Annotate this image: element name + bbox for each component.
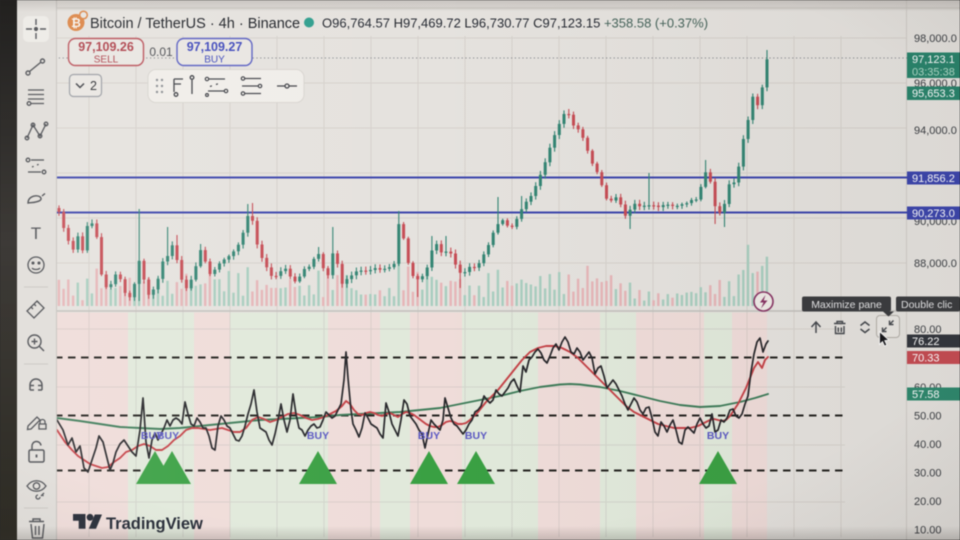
- svg-text:0.01: 0.01: [149, 45, 173, 59]
- svg-text:97,109.27: 97,109.27: [187, 40, 243, 54]
- svg-text:50.00: 50.00: [914, 411, 942, 423]
- svg-text:BUY: BUY: [707, 430, 729, 442]
- svg-text:BUY: BUY: [204, 55, 225, 66]
- svg-text:94,000.0: 94,000.0: [914, 125, 957, 137]
- svg-text:97,109.26: 97,109.26: [78, 40, 134, 54]
- svg-text:57.58: 57.58: [912, 389, 940, 401]
- svg-text:TradingView: TradingView: [106, 515, 203, 533]
- svg-text:Bitcoin / TetherUS · 4h · Bina: Bitcoin / TetherUS · 4h · Binance: [90, 16, 300, 32]
- svg-text:BUY: BUY: [418, 430, 440, 442]
- svg-text:10.00: 10.00: [914, 525, 942, 537]
- svg-text:40.00: 40.00: [914, 439, 942, 451]
- svg-text:T: T: [31, 224, 41, 243]
- svg-text:76.22: 76.22: [912, 336, 940, 348]
- svg-text:Maximize pane: Maximize pane: [811, 299, 882, 311]
- svg-text:2: 2: [90, 79, 97, 93]
- svg-text:80.00: 80.00: [914, 324, 942, 336]
- svg-text:98,000.0: 98,000.0: [914, 33, 957, 45]
- svg-text:Double clic: Double clic: [901, 299, 952, 311]
- svg-text:₿: ₿: [71, 16, 81, 30]
- svg-text:O96,764.57 H97,469.72 L96,730.: O96,764.57 H97,469.72 L96,730.77 C97,123…: [322, 16, 708, 31]
- svg-text:20.00: 20.00: [914, 496, 942, 508]
- svg-text:70.33: 70.33: [912, 352, 940, 364]
- svg-text:30.00: 30.00: [914, 468, 942, 480]
- svg-text:91,856.2: 91,856.2: [912, 173, 955, 185]
- svg-text:BUY: BUY: [307, 430, 329, 442]
- svg-text:97,123.1: 97,123.1: [912, 54, 955, 66]
- svg-text:90,273.0: 90,273.0: [912, 208, 955, 220]
- svg-text:BUY: BUY: [141, 430, 163, 442]
- svg-text:88,000.0: 88,000.0: [914, 258, 957, 270]
- svg-text:SELL: SELL: [94, 55, 119, 66]
- svg-text:95,653.3: 95,653.3: [912, 88, 955, 100]
- svg-text:BUY: BUY: [157, 430, 179, 442]
- svg-text:BUY: BUY: [465, 430, 487, 442]
- svg-text:03:35:38: 03:35:38: [912, 67, 955, 79]
